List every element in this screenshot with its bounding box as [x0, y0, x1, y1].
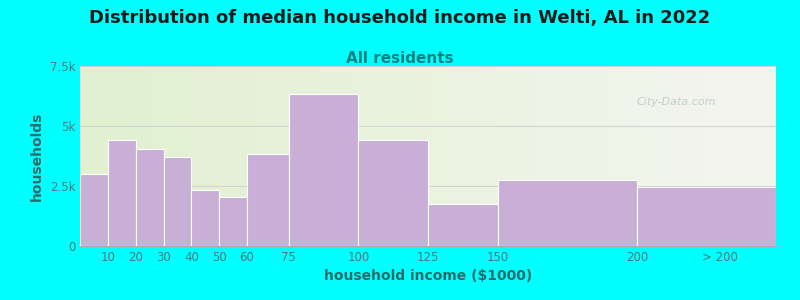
- Bar: [428, 204, 498, 246]
- Text: Distribution of median household income in Welti, AL in 2022: Distribution of median household income …: [90, 9, 710, 27]
- X-axis label: household income ($1000): household income ($1000): [324, 269, 532, 284]
- Bar: [191, 190, 219, 246]
- Y-axis label: households: households: [30, 111, 44, 201]
- Text: All residents: All residents: [346, 51, 454, 66]
- Bar: [80, 174, 108, 246]
- Bar: [163, 157, 191, 246]
- Bar: [136, 149, 163, 246]
- Bar: [247, 154, 289, 246]
- Bar: [219, 197, 247, 246]
- Bar: [637, 187, 776, 246]
- Text: City-Data.com: City-Data.com: [637, 97, 716, 107]
- Bar: [358, 140, 428, 246]
- Bar: [289, 94, 358, 246]
- Bar: [108, 140, 136, 246]
- Bar: [498, 180, 637, 246]
